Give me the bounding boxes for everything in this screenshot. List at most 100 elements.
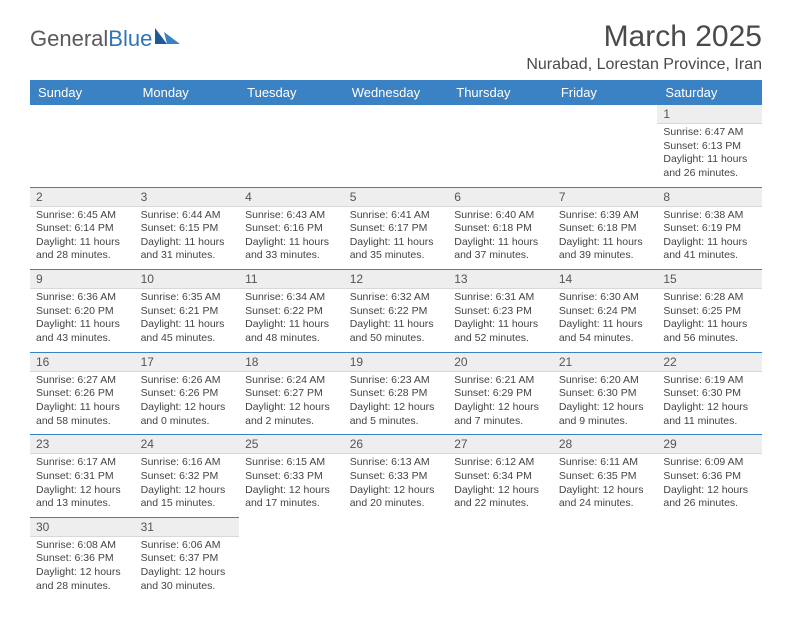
daylight-line: Daylight: 12 hours and 13 minutes.	[36, 484, 129, 511]
sunset-line: Sunset: 6:19 PM	[663, 222, 756, 236]
sunrise-line: Sunrise: 6:26 AM	[141, 374, 234, 388]
sunrise-line: Sunrise: 6:45 AM	[36, 209, 129, 223]
day-body: Sunrise: 6:13 AMSunset: 6:33 PMDaylight:…	[344, 454, 449, 517]
calendar-cell: ..	[344, 105, 449, 187]
day-number: 23	[30, 435, 135, 454]
calendar-cell: 29Sunrise: 6:09 AMSunset: 6:36 PMDayligh…	[657, 434, 762, 517]
sunset-line: Sunset: 6:32 PM	[141, 470, 234, 484]
weekday-header: Friday	[553, 80, 658, 105]
sunset-line: Sunset: 6:31 PM	[36, 470, 129, 484]
calendar-cell: 12Sunrise: 6:32 AMSunset: 6:22 PMDayligh…	[344, 269, 449, 352]
calendar-cell: 17Sunrise: 6:26 AMSunset: 6:26 PMDayligh…	[135, 352, 240, 435]
day-number: 19	[344, 353, 449, 372]
weekday-header: Wednesday	[344, 80, 449, 105]
sunset-line: Sunset: 6:22 PM	[245, 305, 338, 319]
daylight-line: Daylight: 12 hours and 11 minutes.	[663, 401, 756, 428]
sunset-line: Sunset: 6:13 PM	[663, 140, 756, 154]
sunset-line: Sunset: 6:29 PM	[454, 387, 547, 401]
sunset-line: Sunset: 6:36 PM	[36, 552, 129, 566]
day-number: 13	[448, 270, 553, 289]
sunrise-line: Sunrise: 6:13 AM	[350, 456, 443, 470]
day-body: Sunrise: 6:44 AMSunset: 6:15 PMDaylight:…	[135, 207, 240, 270]
sunrise-line: Sunrise: 6:41 AM	[350, 209, 443, 223]
sunset-line: Sunset: 6:24 PM	[559, 305, 652, 319]
sunrise-line: Sunrise: 6:38 AM	[663, 209, 756, 223]
day-body: Sunrise: 6:47 AMSunset: 6:13 PMDaylight:…	[657, 124, 762, 187]
sunset-line: Sunset: 6:25 PM	[663, 305, 756, 319]
sunset-line: Sunset: 6:17 PM	[350, 222, 443, 236]
weekday-header: Monday	[135, 80, 240, 105]
sunrise-line: Sunrise: 6:21 AM	[454, 374, 547, 388]
daylight-line: Daylight: 11 hours and 56 minutes.	[663, 318, 756, 345]
sunset-line: Sunset: 6:35 PM	[559, 470, 652, 484]
calendar-table: SundayMondayTuesdayWednesdayThursdayFrid…	[30, 80, 762, 599]
daylight-line: Daylight: 12 hours and 20 minutes.	[350, 484, 443, 511]
sunset-line: Sunset: 6:14 PM	[36, 222, 129, 236]
daylight-line: Daylight: 12 hours and 5 minutes.	[350, 401, 443, 428]
daylight-line: Daylight: 12 hours and 28 minutes.	[36, 566, 129, 593]
sunset-line: Sunset: 6:23 PM	[454, 305, 547, 319]
day-body: Sunrise: 6:28 AMSunset: 6:25 PMDaylight:…	[657, 289, 762, 352]
calendar-cell: 15Sunrise: 6:28 AMSunset: 6:25 PMDayligh…	[657, 269, 762, 352]
calendar-cell: 3Sunrise: 6:44 AMSunset: 6:15 PMDaylight…	[135, 187, 240, 270]
sunrise-line: Sunrise: 6:44 AM	[141, 209, 234, 223]
calendar-cell: 14Sunrise: 6:30 AMSunset: 6:24 PMDayligh…	[553, 269, 658, 352]
daylight-line: Daylight: 12 hours and 30 minutes.	[141, 566, 234, 593]
daylight-line: Daylight: 12 hours and 2 minutes.	[245, 401, 338, 428]
sunrise-line: Sunrise: 6:09 AM	[663, 456, 756, 470]
calendar-row: 9Sunrise: 6:36 AMSunset: 6:20 PMDaylight…	[30, 269, 762, 352]
calendar-cell: ..	[657, 517, 762, 600]
calendar-cell: 27Sunrise: 6:12 AMSunset: 6:34 PMDayligh…	[448, 434, 553, 517]
sunrise-line: Sunrise: 6:43 AM	[245, 209, 338, 223]
daylight-line: Daylight: 12 hours and 15 minutes.	[141, 484, 234, 511]
day-body: Sunrise: 6:15 AMSunset: 6:33 PMDaylight:…	[239, 454, 344, 517]
calendar-cell: 2Sunrise: 6:45 AMSunset: 6:14 PMDaylight…	[30, 187, 135, 270]
calendar-cell: 7Sunrise: 6:39 AMSunset: 6:18 PMDaylight…	[553, 187, 658, 270]
daylight-line: Daylight: 11 hours and 45 minutes.	[141, 318, 234, 345]
sunset-line: Sunset: 6:30 PM	[559, 387, 652, 401]
sunset-line: Sunset: 6:22 PM	[350, 305, 443, 319]
calendar-cell: ..	[553, 105, 658, 187]
sunset-line: Sunset: 6:18 PM	[454, 222, 547, 236]
day-body: Sunrise: 6:30 AMSunset: 6:24 PMDaylight:…	[553, 289, 658, 352]
calendar-cell: 23Sunrise: 6:17 AMSunset: 6:31 PMDayligh…	[30, 434, 135, 517]
sunrise-line: Sunrise: 6:32 AM	[350, 291, 443, 305]
day-number: 15	[657, 270, 762, 289]
sunrise-line: Sunrise: 6:35 AM	[141, 291, 234, 305]
day-number: 8	[657, 188, 762, 207]
day-number: 14	[553, 270, 658, 289]
calendar-cell: ..	[135, 105, 240, 187]
day-number: 5	[344, 188, 449, 207]
brand-logo: GeneralBlue	[30, 20, 184, 52]
day-number: 20	[448, 353, 553, 372]
daylight-line: Daylight: 11 hours and 28 minutes.	[36, 236, 129, 263]
daylight-line: Daylight: 11 hours and 39 minutes.	[559, 236, 652, 263]
sunset-line: Sunset: 6:33 PM	[350, 470, 443, 484]
day-body: Sunrise: 6:26 AMSunset: 6:26 PMDaylight:…	[135, 372, 240, 435]
calendar-cell: 10Sunrise: 6:35 AMSunset: 6:21 PMDayligh…	[135, 269, 240, 352]
sunrise-line: Sunrise: 6:15 AM	[245, 456, 338, 470]
day-number: 31	[135, 518, 240, 537]
weekday-header: Sunday	[30, 80, 135, 105]
day-body: Sunrise: 6:35 AMSunset: 6:21 PMDaylight:…	[135, 289, 240, 352]
calendar-cell: ..	[30, 105, 135, 187]
daylight-line: Daylight: 12 hours and 22 minutes.	[454, 484, 547, 511]
day-body: Sunrise: 6:17 AMSunset: 6:31 PMDaylight:…	[30, 454, 135, 517]
header: GeneralBlue March 2025 Nurabad, Lorestan…	[30, 20, 762, 74]
sunset-line: Sunset: 6:34 PM	[454, 470, 547, 484]
sunrise-line: Sunrise: 6:47 AM	[663, 126, 756, 140]
calendar-cell: 9Sunrise: 6:36 AMSunset: 6:20 PMDaylight…	[30, 269, 135, 352]
sunset-line: Sunset: 6:15 PM	[141, 222, 234, 236]
calendar-cell: ..	[553, 517, 658, 600]
sunrise-line: Sunrise: 6:06 AM	[141, 539, 234, 553]
sunrise-line: Sunrise: 6:08 AM	[36, 539, 129, 553]
calendar-cell: 28Sunrise: 6:11 AMSunset: 6:35 PMDayligh…	[553, 434, 658, 517]
day-body: Sunrise: 6:32 AMSunset: 6:22 PMDaylight:…	[344, 289, 449, 352]
day-number: 1	[657, 105, 762, 124]
daylight-line: Daylight: 11 hours and 58 minutes.	[36, 401, 129, 428]
day-body: Sunrise: 6:39 AMSunset: 6:18 PMDaylight:…	[553, 207, 658, 270]
calendar-cell: ..	[448, 517, 553, 600]
calendar-cell: ..	[344, 517, 449, 600]
day-number: 27	[448, 435, 553, 454]
sunset-line: Sunset: 6:18 PM	[559, 222, 652, 236]
